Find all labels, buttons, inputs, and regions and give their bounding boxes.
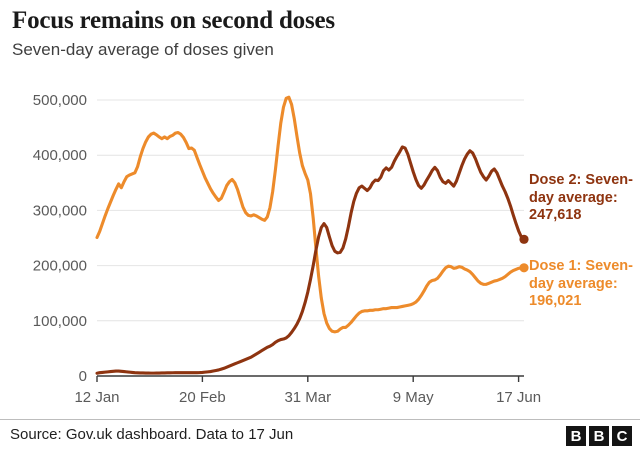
gridlines [97,99,524,322]
x-axis-labels: 12 Jan 20 Feb 31 Mar 9 May 17 Jun [74,389,541,406]
endpoint-marker-dose1 [519,263,529,273]
series-line-dose1 [95,95,526,334]
chart-subtitle: Seven-day average of doses given [12,40,274,59]
series-line-dose2 [95,145,526,375]
x-tick-label: 9 May [393,389,434,406]
footer-divider [0,419,640,420]
chart-header: Focus remains on second doses Seven-day … [12,6,628,61]
y-axis-labels: 0 100,000 200,000 300,000 400,000 500,000 [33,92,87,385]
x-tick-label: 31 Mar [284,389,331,406]
endpoint-markers [519,234,529,273]
y-tick-label: 0 [79,368,87,385]
bbc-logo-letter-1: B [566,426,586,446]
x-tick-label: 17 Jun [496,389,541,406]
y-tick-label: 300,000 [33,202,87,219]
y-tick-label: 200,000 [33,258,87,275]
bbc-logo-letter-3: C [612,426,632,446]
y-tick-label: 400,000 [33,147,87,164]
x-tick-label: 20 Feb [179,389,226,406]
bbc-logo-letter-2: B [589,426,609,446]
x-axis [96,375,524,382]
chart-title: Focus remains on second doses [12,7,335,34]
annotation-dose2: Dose 2: Seven-day average: 247,618 [529,172,633,223]
y-tick-label: 500,000 [33,92,87,109]
data-series [95,95,526,375]
annotation-dose1: Dose 1: Seven-day average: 196,021 [529,258,633,309]
bbc-logo: B B C [566,426,632,446]
source-text: Source: Gov.uk dashboard. Data to 17 Jun [10,426,294,443]
endpoint-marker-dose2 [519,234,529,244]
x-tick-label: 12 Jan [74,389,119,406]
y-tick-label: 100,000 [33,313,87,330]
